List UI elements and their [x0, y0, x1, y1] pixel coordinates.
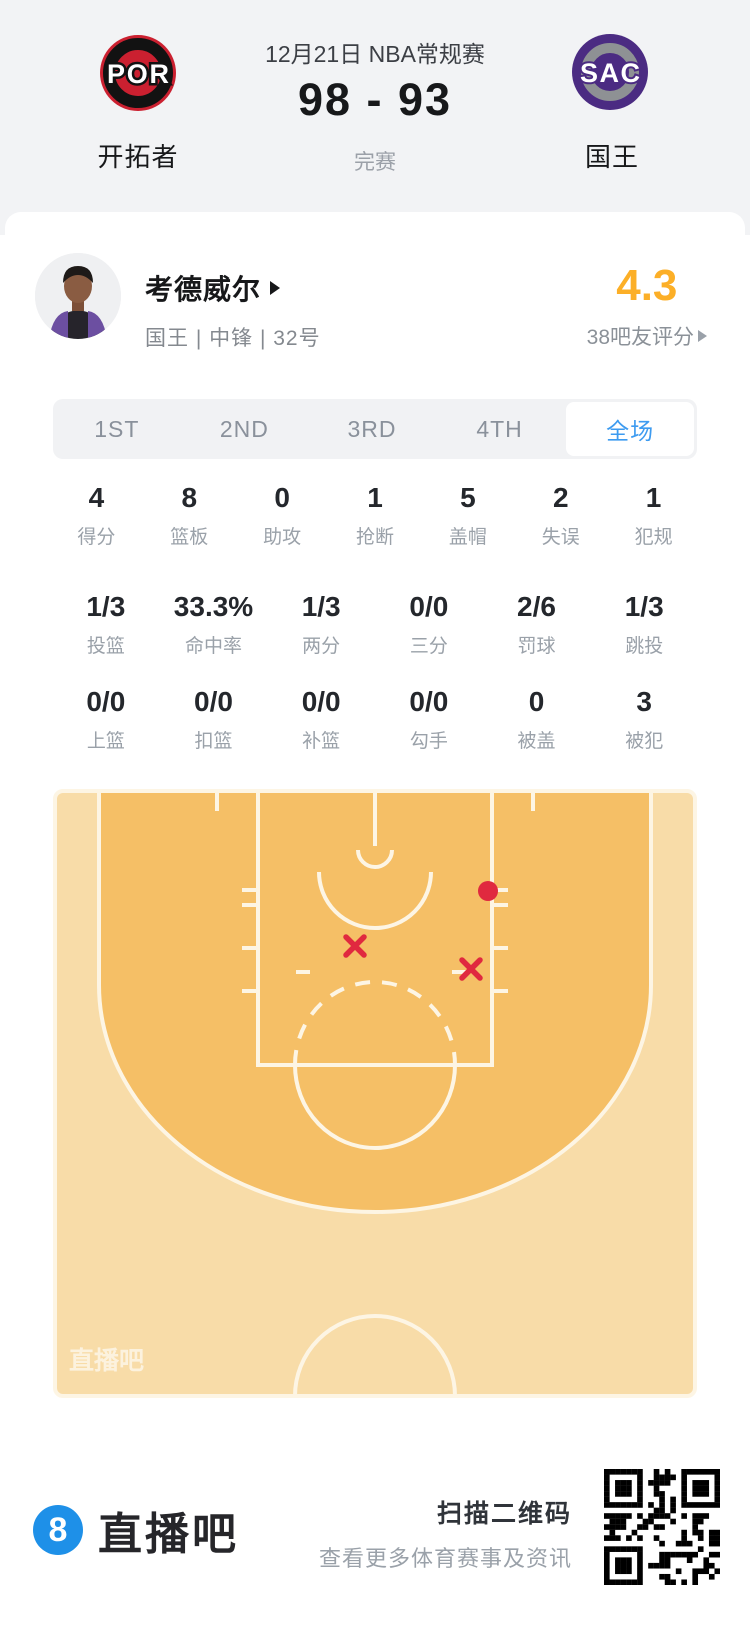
stat-hook-shots: 0/0 勾手	[409, 686, 449, 753]
stat-jump-shots: 1/3 跳投	[624, 591, 664, 658]
made-shot-marker	[478, 881, 498, 901]
match-date: 12月21日 NBA常规赛	[265, 41, 485, 67]
stat-fg-percent: 33.3% 命中率	[173, 591, 254, 658]
brand-name: 直播吧	[98, 1510, 239, 1559]
match-score: 98 - 93	[297, 74, 453, 125]
stat-dunks: 0/0 扣篮	[194, 686, 233, 753]
tab-3rd[interactable]: 3RD	[347, 415, 397, 442]
stat-assists: 0 助攻	[263, 482, 302, 549]
stat-blocks: 5 盖帽	[448, 482, 487, 549]
stat-points: 4 得分	[77, 482, 116, 549]
rating-block[interactable]: 4.3 38吧友评分	[587, 264, 707, 351]
stat-layups: 0/0 上篮	[86, 686, 126, 753]
tab-1st[interactable]: 1ST	[94, 415, 140, 442]
match-status: 完赛	[354, 151, 396, 174]
stat-rebounds: 8 篮板	[170, 482, 209, 549]
lane-hash-marks	[242, 888, 508, 993]
player-name: 考德威尔	[145, 274, 262, 305]
stats-row-1: 4 得分 8 篮板 0 助攻 1 抢断 5 盖帽 2 失误 1 犯规	[50, 483, 700, 549]
three-point-area	[97, 789, 653, 1214]
stat-fouls-drawn: 3 被犯	[625, 686, 664, 753]
qr-code	[604, 1469, 720, 1585]
quarter-tabbar: 1ST 2ND 3RD 4TH 全场	[53, 399, 697, 459]
tab-full-game[interactable]: 全场	[566, 402, 694, 456]
shot-chart-court: 直播吧	[53, 789, 697, 1398]
qr-title: 扫描二维码	[436, 1500, 572, 1528]
restricted-arc	[317, 871, 433, 930]
stat-steals: 1 抢断	[356, 482, 395, 549]
svg-text:POR: POR	[107, 59, 169, 89]
away-team-name: 国王	[584, 142, 639, 172]
stat-three-pointers: 0/0 三分	[409, 591, 449, 658]
qr-subtitle: 查看更多体育赛事及资讯	[318, 1546, 572, 1571]
home-team-logo: POR	[100, 35, 176, 111]
player-meta: 国王 | 中锋 | 32号	[145, 327, 321, 350]
free-throw-circle-dashed	[293, 980, 457, 1066]
tab-2nd[interactable]: 2ND	[219, 415, 269, 442]
stat-turnovers: 2 失误	[541, 482, 580, 549]
missed-shot-marker	[459, 957, 483, 981]
chevron-right-icon	[698, 330, 707, 342]
baseline-marks	[215, 791, 535, 811]
rating-label: 38吧友评分	[586, 326, 694, 349]
away-team-logo: SAC	[572, 34, 648, 110]
stat-putbacks: 0/0 补篮	[301, 686, 341, 753]
free-throw-circle-solid	[293, 1064, 457, 1150]
player-avatar	[35, 253, 121, 339]
rating-value: 4.3	[616, 261, 678, 310]
zhibo8-logo-icon: 8	[33, 1505, 83, 1555]
chevron-right-icon	[270, 281, 281, 295]
shot-marks	[343, 881, 498, 981]
player-name-link[interactable]: 考德威尔	[145, 268, 281, 308]
qr-text-block: 扫描二维码 查看更多体育赛事及资讯	[319, 1494, 572, 1573]
stat-field-goals: 1/3 投篮	[86, 591, 126, 658]
court-watermark: 直播吧	[69, 1347, 144, 1375]
missed-shot-marker	[343, 934, 367, 958]
stat-shots-blocked: 0 被盖	[517, 686, 556, 753]
stats-row-2: 1/3 投篮 33.3% 命中率 1/3 两分 0/0 三分 2/6 罚球 1/3 跳投	[52, 592, 698, 658]
stat-two-pointers: 1/3 两分	[301, 591, 341, 658]
stat-fouls: 1 犯规	[634, 482, 673, 549]
stats-row-3: 0/0 上篮 0/0 扣篮 0/0 补篮 0/0 勾手 0 被盖 3 被犯	[52, 687, 698, 753]
footer-brand: 8 直播吧	[33, 1498, 239, 1562]
rim-arc	[356, 849, 394, 869]
home-team-name: 开拓者	[97, 142, 179, 172]
center-circle-arc	[293, 1314, 457, 1397]
stat-free-throws: 2/6 罚球	[517, 591, 556, 658]
svg-text:SAC: SAC	[580, 58, 640, 88]
tab-4th[interactable]: 4TH	[476, 415, 523, 442]
